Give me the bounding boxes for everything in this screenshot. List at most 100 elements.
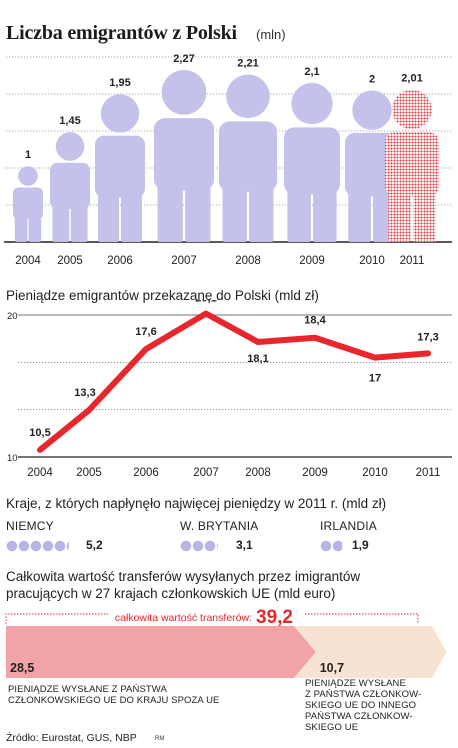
person-leg-right [249, 170, 274, 242]
remittance-line-chart: 201010,5200413,3200517,6200620,1200718,1… [7, 300, 452, 479]
data-label-2009: 18,4 [304, 315, 326, 327]
x-label-2006: 2006 [133, 467, 159, 479]
value-circle-partial [216, 542, 218, 550]
data-label-2005: 13,3 [74, 387, 95, 399]
value-circle [42, 540, 54, 552]
data-label-2006: 17,6 [135, 326, 156, 338]
value-label-2006: 1,95 [109, 77, 130, 89]
country-dots-0 [6, 540, 69, 552]
person-leg-left [52, 195, 70, 242]
data-label-2004: 10,5 [29, 427, 50, 439]
person-leg-right [413, 177, 436, 242]
person-mark-2004 [13, 166, 43, 242]
transfer-title-line1: Całkowita wartość transferów wysyłanych … [6, 569, 361, 584]
x-label-2010: 2010 [362, 467, 388, 479]
data-label-2007: 20,1 [195, 300, 216, 305]
total-label-bg [108, 604, 304, 624]
value-label-2007: 2,27 [173, 53, 194, 65]
chart1-title: Liczba emigrantów z Polski [6, 22, 237, 44]
country-dots-2 [320, 540, 343, 552]
value-circle [320, 540, 332, 552]
transfer-label-inside-eu-line1: PIENIĄDZE WYSŁANE [305, 678, 406, 689]
transfers-chart: całkowita wartość transferów: 39,2 28,5 10,… [5, 604, 447, 678]
x-label-2009: 2009 [302, 467, 328, 479]
person-mark-2005 [50, 132, 90, 242]
person-head [161, 70, 207, 115]
value-circle [6, 540, 18, 552]
value-circle-partial [332, 540, 343, 552]
person-leg-right [121, 179, 142, 242]
year-label-2009: 2009 [299, 255, 325, 267]
value-circle [54, 540, 66, 552]
year-label-2011: 2011 [400, 255, 425, 267]
ytick-label-10: 10 [7, 453, 18, 464]
person-leg-left [222, 170, 247, 242]
person-head [392, 89, 432, 130]
value-label-2008: 2,21 [237, 58, 258, 70]
data-label-2010: 17 [369, 373, 381, 385]
segment-value-inside-eu: 10,7 [320, 661, 344, 675]
country-label-0: NIEMCY [6, 519, 54, 533]
transfer-label-outside-eu-line1: PIENIĄDZE WYSŁANE Z PAŃSTWA [8, 684, 167, 695]
year-label-2008: 2008 [235, 255, 261, 267]
value-circle [192, 540, 204, 552]
transfer-label-inside-eu: PIENIĄDZE WYSŁANE Z PAŃSTWA CZŁONKOW- SK… [305, 678, 421, 733]
person-head [226, 74, 270, 119]
person-leg-left [287, 174, 311, 242]
person-leg-left [157, 168, 183, 242]
chart3-title: Kraje, z których napłynęło najwięcej pie… [6, 496, 387, 511]
segment-inside-eu [293, 626, 447, 678]
country-label-2: IRLANDIA [320, 519, 377, 533]
chart2-title: Pieniądze emigrantów przekazane do Polsk… [6, 288, 319, 303]
year-label-2004: 2004 [15, 255, 41, 267]
person-mark-2006 [95, 94, 145, 242]
person-head [100, 94, 140, 133]
transfer-label-inside-eu-line5: SKIEGO UE [305, 722, 359, 733]
transfer-label-inside-eu-line3: SKIEGO UE DO INNEGO [305, 700, 417, 711]
country-label-1: W. BRYTANIA [180, 519, 259, 533]
value-label-2010: 2 [369, 73, 375, 85]
segment-outside-eu [6, 626, 316, 678]
person-leg-left [388, 177, 411, 242]
chart1-unit: (mln) [256, 27, 286, 42]
country-dots-1 [180, 540, 218, 552]
person-leg-right [28, 209, 42, 242]
transfer-label-outside-eu-line2: CZŁONKOWSKIEGO UE DO KRAJU SPOZA UE [8, 695, 220, 706]
data-label-2011: 17,3 [417, 331, 438, 343]
value-circle [204, 540, 216, 552]
value-circle [180, 540, 192, 552]
person-mark-2011 [385, 89, 439, 242]
country-value-2: 1,9 [352, 538, 369, 552]
person-mark-2009 [284, 82, 340, 242]
transfer-label-inside-eu-line2: Z PAŃSTWA CZŁONKOW- [305, 689, 422, 700]
person-leg-left [14, 209, 28, 242]
person-head [352, 90, 392, 130]
transfer-label-outside-eu: PIENIĄDZE WYSŁANE Z PAŃSTWA CZŁONKOWSKIE… [8, 684, 219, 706]
person-leg-right [313, 174, 337, 242]
x-label-2007: 2007 [193, 467, 219, 479]
x-label-2011: 2011 [416, 467, 441, 479]
person-leg-left [348, 177, 371, 242]
person-mark-2007 [154, 70, 214, 242]
countries-chart: NIEMCY 5,2 W. BRYTANIA 3,1 IRLANDIA 1,9 [0, 516, 458, 556]
person-head [291, 82, 333, 125]
series-line [37, 310, 431, 453]
year-label-2005: 2005 [57, 255, 83, 267]
value-label-2011: 2,01 [401, 73, 422, 85]
emigrants-chart: 1 2004 1,45 2005 1,95 2006 2,27 2007 2,21 2008 2,1… [4, 53, 452, 267]
value-circle [30, 540, 42, 552]
x-label-2005: 2005 [76, 467, 102, 479]
segment-value-outside-eu: 28,5 [10, 661, 34, 675]
value-label-2009: 2,1 [304, 66, 319, 78]
country-value-0: 5,2 [86, 538, 103, 552]
person-mark-2008 [219, 74, 277, 242]
value-label-2005: 1,45 [59, 115, 80, 127]
person-leg-right [185, 168, 211, 242]
country-value-1: 3,1 [236, 538, 253, 552]
transfer-label-inside-eu-line4: PAŃSTWA CZŁONKOW- [305, 711, 413, 722]
source-note: Źródło: Eurostat, GUS, NBP [6, 732, 137, 744]
value-label-2004: 1 [25, 149, 31, 161]
person-head [55, 132, 85, 161]
total-label: całkowita wartość transferów: [115, 612, 252, 624]
ytick-label-20: 20 [7, 311, 18, 322]
